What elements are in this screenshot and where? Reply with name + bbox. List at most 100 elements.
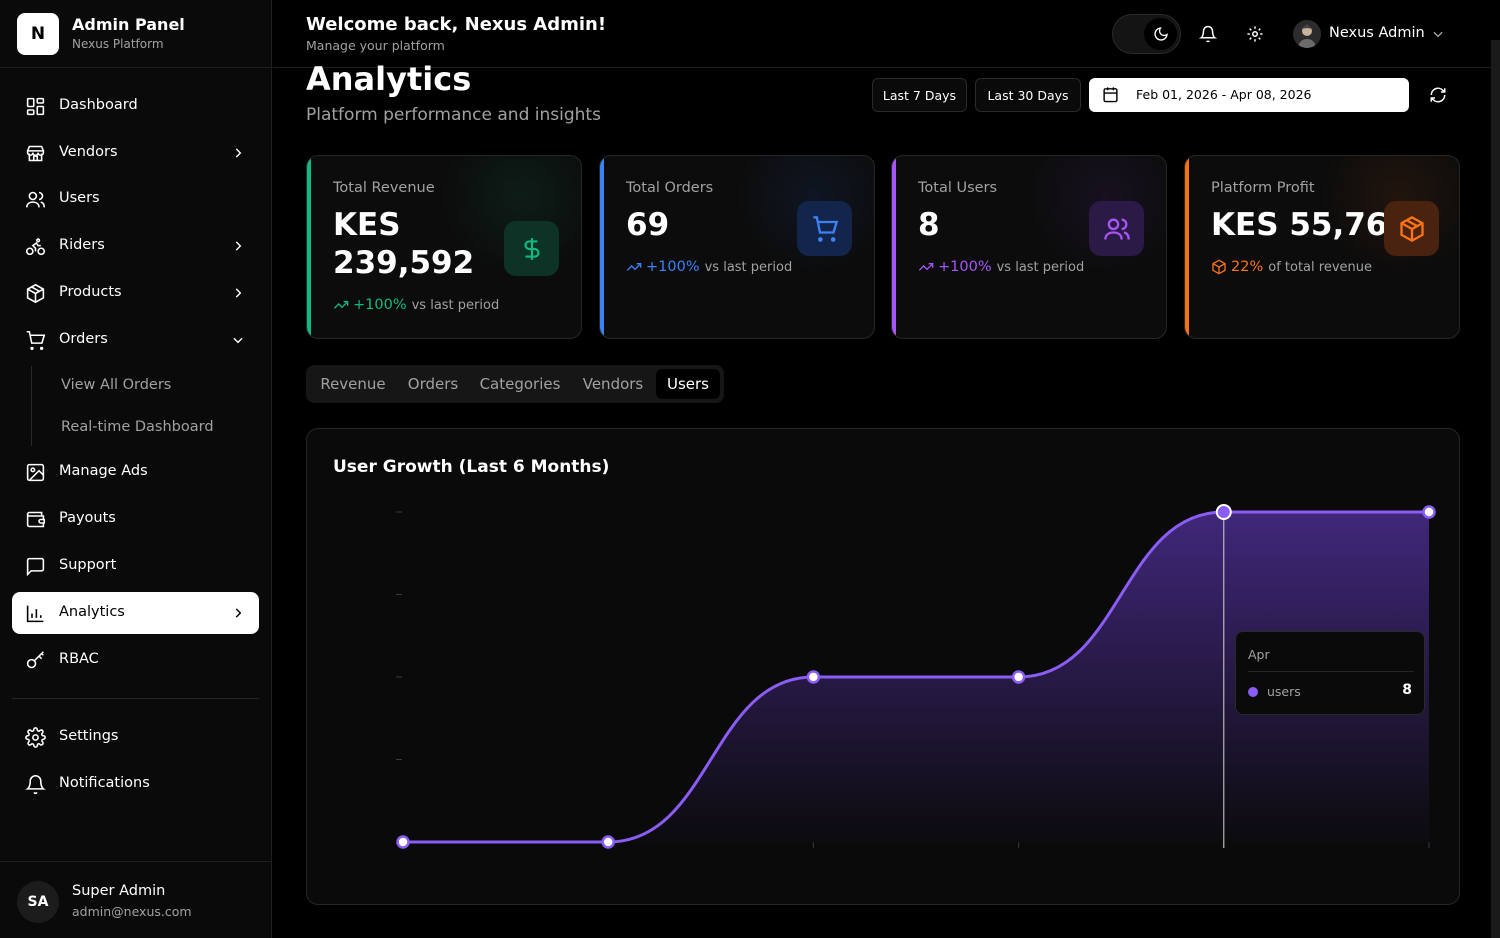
chevron-down-icon[interactable] xyxy=(1431,27,1445,41)
gear-icon[interactable] xyxy=(1246,25,1264,43)
card-trend-percent: +100% xyxy=(646,259,700,275)
chart-tooltip: Apr users 8 xyxy=(1235,631,1425,715)
tab-categories[interactable]: Categories xyxy=(479,375,561,393)
sidebar-item-label: Riders xyxy=(59,237,105,253)
data-point xyxy=(806,670,821,684)
users-icon xyxy=(1103,218,1130,240)
bell-icon[interactable] xyxy=(1199,25,1217,43)
card-trend-text: of total revenue xyxy=(1268,259,1372,275)
sidebar-item-label: Manage Ads xyxy=(59,463,148,479)
footer-user-email: admin@nexus.com xyxy=(72,904,192,919)
tab-revenue[interactable]: Revenue xyxy=(320,375,386,393)
data-point xyxy=(396,835,410,849)
chevron-right-icon xyxy=(235,288,242,298)
chevron-right-icon xyxy=(235,148,242,158)
card-trend: +100% vs last period xyxy=(626,259,792,275)
chart-title: User Growth (Last 6 Months) xyxy=(333,457,610,477)
bike-icon xyxy=(25,238,46,256)
cart-icon xyxy=(26,330,46,351)
avatar: SA xyxy=(17,881,59,923)
wallet-icon xyxy=(26,511,46,528)
sidebar-subitem-realtime-dashboard[interactable]: Real-time Dashboard xyxy=(61,419,214,435)
card-accent xyxy=(600,156,604,338)
scrollbar[interactable] xyxy=(1491,40,1500,938)
card-value: 69 xyxy=(626,207,670,243)
sidebar-item-settings[interactable]: Settings xyxy=(12,716,259,758)
theme-knob xyxy=(1144,18,1177,50)
sidebar-item-vendors[interactable]: Vendors xyxy=(12,132,259,174)
sidebar-item-products[interactable]: Products xyxy=(12,272,259,314)
sidebar-item-manage-ads[interactable]: Manage Ads xyxy=(12,451,259,493)
tab-vendors[interactable]: Vendors xyxy=(582,375,644,393)
stat-card-profit: Platform Profit KES 55,767 22% of total … xyxy=(1184,155,1460,339)
card-icon-box xyxy=(1384,201,1439,256)
welcome-title: Welcome back, Nexus Admin! xyxy=(306,14,607,35)
theme-toggle[interactable] xyxy=(1112,14,1181,54)
analytics-tabs: Revenue Orders Categories Vendors Users xyxy=(306,365,724,403)
tooltip-series-name: users xyxy=(1267,684,1301,699)
tab-users[interactable]: Users xyxy=(656,369,720,399)
tooltip-series-dot xyxy=(1248,687,1258,697)
stat-card-orders: Total Orders 69 +100% vs last period xyxy=(599,155,875,339)
stat-card-users: Total Users 8 +100% vs last period xyxy=(891,155,1167,339)
sidebar-item-payouts[interactable]: Payouts xyxy=(12,498,259,540)
card-value-line2: 239,592 xyxy=(333,245,475,281)
sidebar-divider xyxy=(12,698,259,699)
trending-up-icon xyxy=(626,263,642,271)
header-user-name[interactable]: Nexus Admin xyxy=(1329,25,1425,41)
top-header: Welcome back, Nexus Admin! Manage your p… xyxy=(273,0,1500,68)
grid-icon xyxy=(26,97,45,116)
sidebar-item-orders[interactable]: Orders xyxy=(12,319,259,361)
card-value: KES 239,592 xyxy=(333,206,474,282)
last-7-days-button[interactable]: Last 7 Days xyxy=(872,78,967,112)
sidebar-item-label: Vendors xyxy=(59,144,118,160)
bar-chart-icon xyxy=(26,605,44,623)
card-value-line1: KES xyxy=(333,207,401,243)
date-range-text: Feb 01, 2026 - Apr 08, 2026 xyxy=(1136,87,1312,102)
sidebar-item-label: Support xyxy=(59,557,117,573)
key-icon xyxy=(26,651,44,669)
tab-orders[interactable]: Orders xyxy=(407,375,459,393)
avatar[interactable] xyxy=(1293,20,1321,48)
store-icon xyxy=(26,145,45,162)
sidebar-user-footer[interactable]: SA Super Admin admin@nexus.com xyxy=(0,861,271,938)
date-range-picker[interactable]: Feb 01, 2026 - Apr 08, 2026 xyxy=(1089,78,1409,112)
submenu-line xyxy=(31,366,32,446)
last-30-days-button[interactable]: Last 30 Days xyxy=(975,78,1081,112)
card-trend: 22% of total revenue xyxy=(1211,259,1372,275)
sidebar-item-analytics[interactable]: Analytics xyxy=(12,592,259,634)
cart-icon xyxy=(812,215,838,242)
card-trend-text: vs last period xyxy=(996,259,1085,275)
sidebar-item-label: Orders xyxy=(59,331,108,347)
box-icon xyxy=(1212,259,1226,275)
sidebar-item-label: Settings xyxy=(59,728,119,744)
brand: N Admin Panel Nexus Platform xyxy=(0,0,271,68)
card-trend: +100% vs last period xyxy=(333,297,499,313)
card-trend-text: vs last period xyxy=(411,297,500,313)
sidebar-item-dashboard[interactable]: Dashboard xyxy=(12,85,259,127)
sidebar: N Admin Panel Nexus Platform Dashboard V… xyxy=(0,0,272,938)
brand-logo: N xyxy=(17,13,59,55)
card-label: Total Orders xyxy=(626,180,714,196)
sidebar-item-label: Notifications xyxy=(59,775,150,791)
moon-icon xyxy=(1153,27,1168,41)
trending-up-icon xyxy=(918,263,934,271)
card-trend-text: vs last period xyxy=(704,259,793,275)
card-accent xyxy=(307,156,311,338)
chart-card: User Growth (Last 6 Months) Apr users 8 xyxy=(306,428,1460,905)
refresh-icon[interactable] xyxy=(1429,86,1447,104)
sidebar-item-support[interactable]: Support xyxy=(12,545,259,587)
card-icon-box xyxy=(797,201,852,256)
sidebar-item-users[interactable]: Users xyxy=(12,178,259,220)
sidebar-item-notifications[interactable]: Notifications xyxy=(12,763,259,805)
tooltip-divider xyxy=(1248,671,1414,672)
sidebar-item-riders[interactable]: Riders xyxy=(12,225,259,267)
card-value: KES 55,767 xyxy=(1211,207,1409,243)
user-growth-chart xyxy=(396,504,1436,849)
bell-icon xyxy=(25,775,46,795)
gear-icon xyxy=(25,727,46,748)
sidebar-item-rbac[interactable]: RBAC xyxy=(12,639,259,681)
sidebar-subitem-view-all-orders[interactable]: View All Orders xyxy=(61,377,172,393)
brand-subtitle: Nexus Platform xyxy=(72,37,164,51)
calendar-icon xyxy=(1103,87,1118,103)
